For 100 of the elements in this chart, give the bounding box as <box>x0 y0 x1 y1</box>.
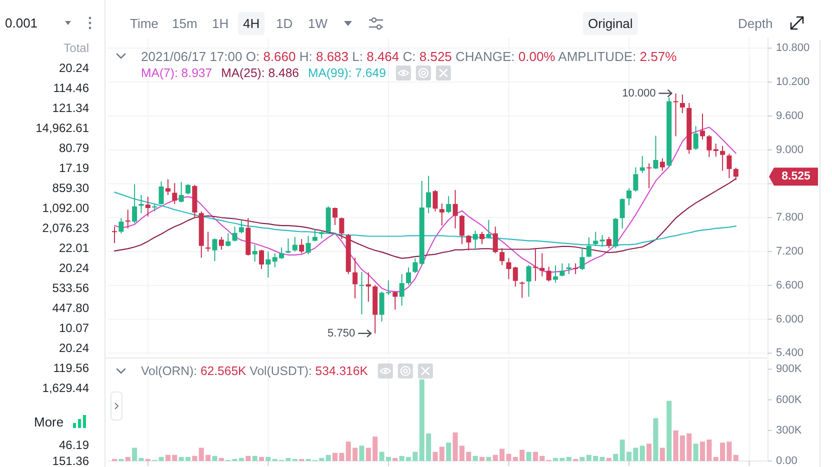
text: MA(25): 8.486 <box>221 66 300 80</box>
text: 1H <box>212 16 229 31</box>
candlestick <box>520 281 525 298</box>
text: 20.24 <box>58 341 90 355</box>
bar <box>646 444 652 461</box>
text: 2,076.23 <box>42 221 90 235</box>
text: 151.36 <box>52 454 90 467</box>
bar <box>660 448 665 461</box>
bar <box>526 452 532 461</box>
text: 15m <box>172 16 198 31</box>
text: 10.07 <box>58 321 90 335</box>
candlestick <box>145 196 150 216</box>
y-tick-label: 6.000 <box>776 313 804 326</box>
y-tick-label: 10.200 <box>776 76 810 88</box>
candlestick <box>252 244 258 262</box>
candlestick <box>238 220 244 234</box>
bar <box>580 456 585 461</box>
candlestick <box>366 272 371 302</box>
bar <box>212 456 218 461</box>
bar <box>432 452 438 461</box>
candlestick <box>486 220 492 239</box>
text: 22.01 <box>58 241 90 255</box>
line-series <box>114 178 736 259</box>
y-tick-label: 5.400 <box>776 347 804 360</box>
text: Depth <box>738 16 773 31</box>
bar <box>192 456 198 461</box>
bar <box>566 456 572 461</box>
text: 0.001 <box>5 16 38 30</box>
candlestick <box>112 226 118 244</box>
bar <box>472 456 478 461</box>
y-tick-label: 7.800 <box>776 212 804 224</box>
bar <box>479 456 484 461</box>
y-tick-label: 9.000 <box>776 144 804 156</box>
text: 1,629.44 <box>42 381 90 395</box>
candlestick <box>292 236 298 252</box>
line-series <box>114 192 736 246</box>
text: 114.46 <box>53 81 90 95</box>
bar <box>392 458 398 461</box>
text: More <box>34 414 64 430</box>
bar <box>439 446 444 461</box>
candlestick <box>560 263 565 276</box>
candlestick <box>138 195 144 214</box>
bar <box>258 456 264 461</box>
text: MA(7): 8.937 <box>141 66 212 80</box>
chart-title: Vol(ORN): 62.565K Vol(USDT): 534.316K <box>141 364 369 378</box>
bar <box>600 456 605 461</box>
y-tick-label: 900K <box>776 363 802 376</box>
text: 1D <box>276 16 293 31</box>
annotation: 10.000 <box>622 87 656 100</box>
text: 447.80 <box>52 301 90 315</box>
y-tick-label: 8.525 <box>782 170 811 183</box>
chart-title: 2021/06/17 17:00 O: 8.660 H: 8.683 L: 8.464 C: 8.525 CHANGE: 0.00% AMPLITUDE: 2.57% <box>141 48 677 64</box>
bar <box>218 458 224 461</box>
text: Original <box>588 16 633 31</box>
candlestick <box>439 203 444 226</box>
y-tick-label: 300K <box>776 424 802 436</box>
text: 859.30 <box>52 181 90 195</box>
text: Time <box>130 16 158 31</box>
bar <box>640 446 645 461</box>
bar <box>733 454 738 461</box>
y-tick-label: 0.00 <box>776 455 798 467</box>
candlestick <box>540 253 545 276</box>
bar <box>653 418 658 461</box>
bar <box>666 400 672 461</box>
bar <box>486 456 492 461</box>
annotation: 5.750 <box>328 327 356 340</box>
text: 4H <box>243 16 260 31</box>
bar <box>446 442 452 461</box>
candlestick <box>646 163 652 188</box>
candlestick <box>720 146 726 171</box>
text: Total <box>64 41 89 55</box>
y-tick-label: 9.600 <box>776 110 804 122</box>
text: 46.19 <box>58 438 90 452</box>
bar <box>359 446 364 461</box>
bar <box>246 456 251 461</box>
y-tick-label: 600K <box>776 394 802 406</box>
text: 17.19 <box>58 161 90 175</box>
text: 533.56 <box>52 281 90 295</box>
text: MA(99): 7.649 <box>308 66 386 80</box>
bar <box>125 456 130 461</box>
bar <box>606 458 612 461</box>
y-tick-label: 7.200 <box>776 246 804 258</box>
candlestick <box>359 272 364 314</box>
bar <box>613 454 618 461</box>
text: 121.34 <box>52 101 90 115</box>
candlestick <box>600 235 605 246</box>
y-tick-label: 6.600 <box>776 279 804 292</box>
text: 1,092.00 <box>42 201 90 215</box>
candlestick <box>125 210 130 228</box>
text: 1W <box>308 16 328 31</box>
candlestick <box>700 114 705 140</box>
candlestick <box>673 93 678 136</box>
bar <box>693 444 698 461</box>
candlestick <box>165 179 170 196</box>
text: 14,962.61 <box>36 121 90 135</box>
text: 119.56 <box>53 361 90 375</box>
bar <box>326 454 331 461</box>
text: 80.79 <box>58 141 90 155</box>
bar <box>252 456 258 461</box>
line-series <box>114 126 736 292</box>
